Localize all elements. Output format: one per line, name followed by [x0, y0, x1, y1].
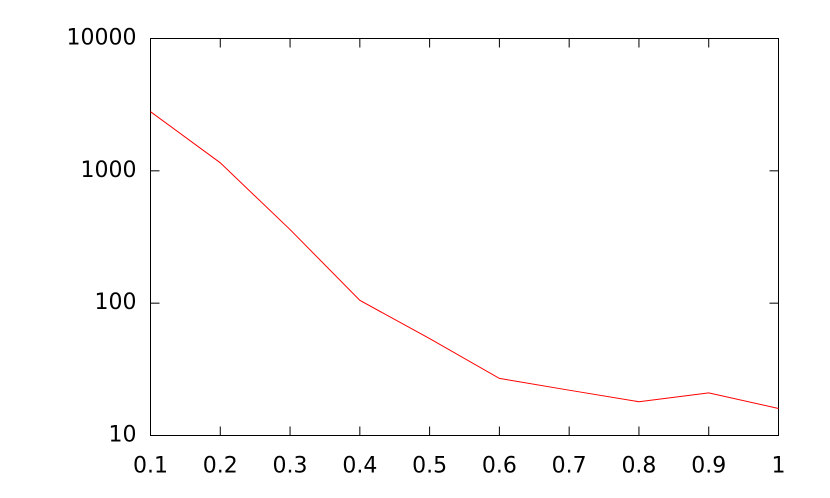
x-tick-label: 0.2	[203, 454, 238, 479]
y-tick-label: 10	[109, 423, 137, 448]
y-tick-label: 10000	[67, 26, 137, 51]
x-tick-label: 0.6	[482, 454, 517, 479]
y-tick-label: 100	[95, 290, 137, 315]
line	[150, 111, 779, 409]
x-tick-label: 0.5	[412, 454, 447, 479]
x-tick-label: 0.1	[133, 454, 168, 479]
plot-frame	[150, 38, 779, 436]
x-tick-label: 1	[772, 454, 786, 479]
x-tick-label: 0.7	[552, 454, 587, 479]
y-tick-label: 1000	[81, 158, 137, 183]
x-tick-label: 0.8	[621, 454, 656, 479]
x-tick-label: 0.4	[342, 454, 377, 479]
x-tick-label: 0.3	[273, 454, 308, 479]
x-tick-label: 0.9	[691, 454, 726, 479]
